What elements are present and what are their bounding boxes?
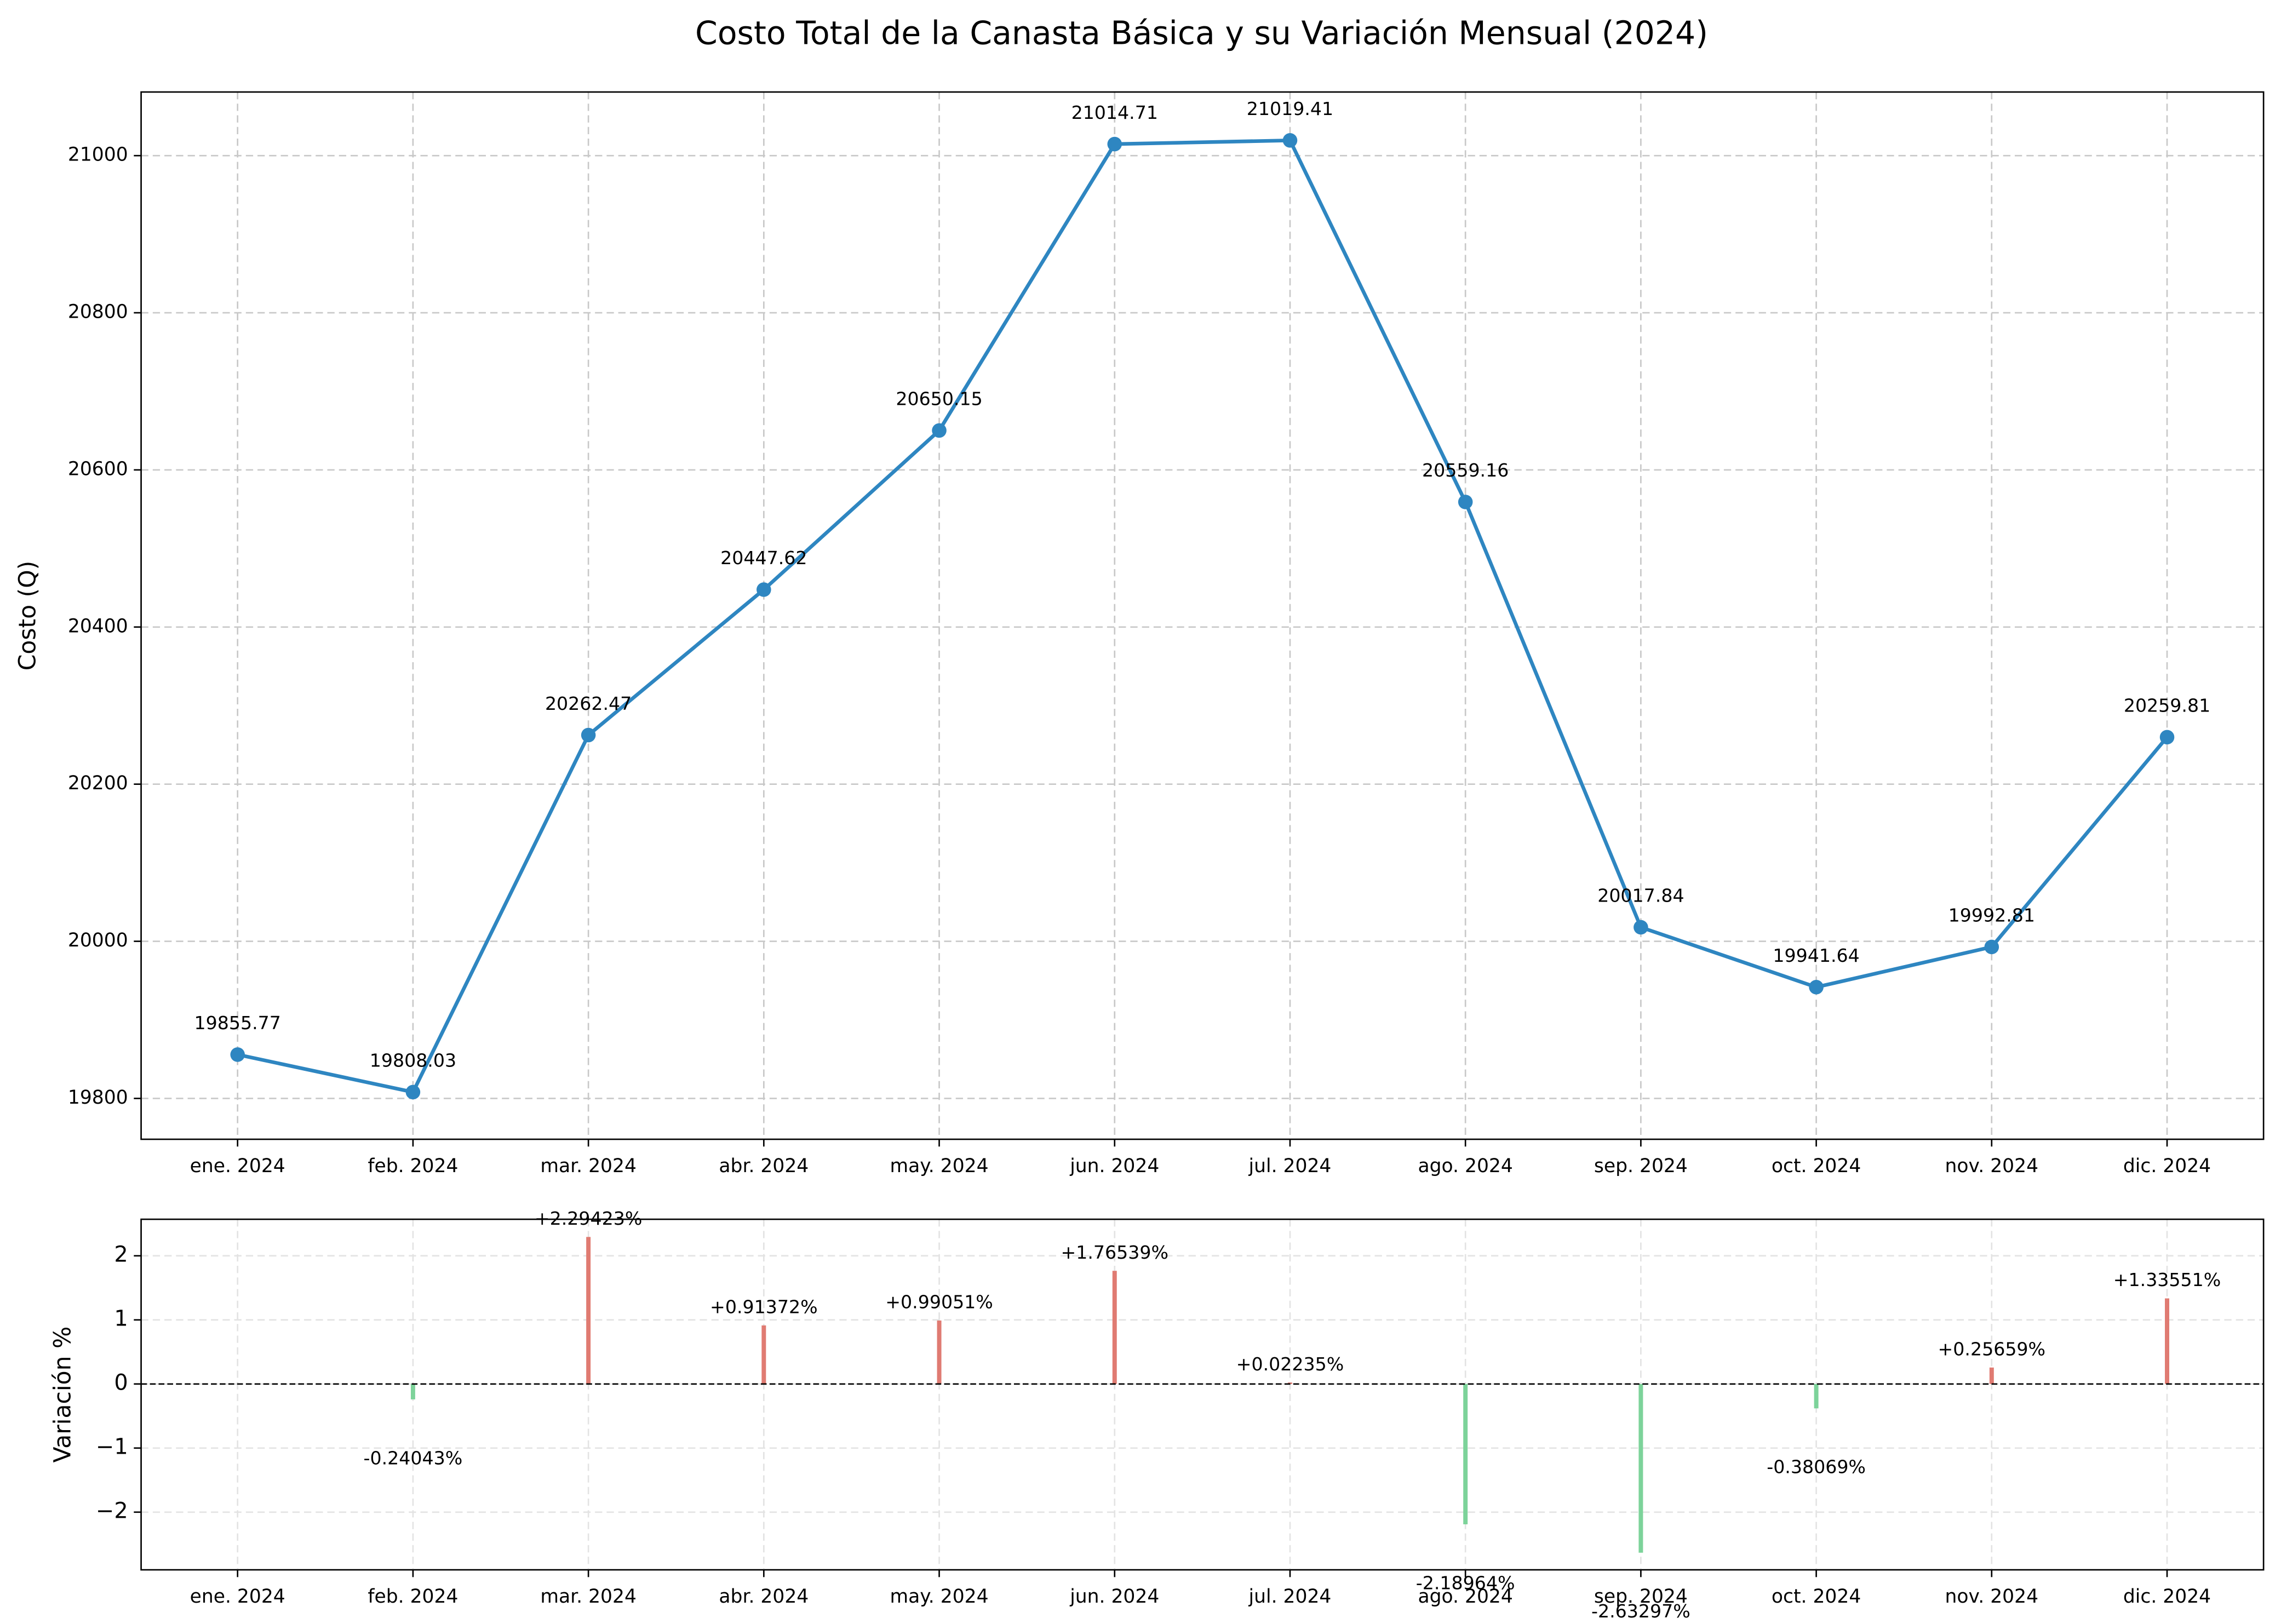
value-label: +1.76539% <box>1061 1242 1168 1263</box>
y-tick-label: 1 <box>114 1306 128 1331</box>
value-label: -0.24043% <box>364 1447 463 1468</box>
value-label: 19855.77 <box>194 1012 281 1034</box>
value-label: +0.91372% <box>710 1296 818 1317</box>
value-label: -0.38069% <box>1767 1456 1866 1478</box>
bar <box>2165 1298 2170 1384</box>
x-tick-label: sep. 2024 <box>1594 1155 1688 1177</box>
value-label: -2.18964% <box>1416 1572 1515 1593</box>
point <box>1107 136 1122 152</box>
y-tick-label: 20400 <box>68 615 128 637</box>
x-tick-label: dic. 2024 <box>2123 1155 2211 1177</box>
plot-frame <box>140 1218 2265 1571</box>
x-tick-label: oct. 2024 <box>1772 1586 1861 1608</box>
x-tick-label: abr. 2024 <box>719 1586 809 1608</box>
x-tick-label: jun. 2024 <box>1069 1155 1159 1177</box>
x-tick-label: abr. 2024 <box>719 1155 809 1177</box>
point <box>1458 495 1473 509</box>
value-label: 19808.03 <box>370 1050 456 1071</box>
y-axis-label: Costo (Q) <box>15 561 42 670</box>
y-tick-label: 21000 <box>68 144 128 166</box>
point <box>2159 730 2175 745</box>
point <box>1634 920 1648 935</box>
x-tick-label: nov. 2024 <box>1945 1155 2039 1177</box>
value-label: +0.99051% <box>885 1292 993 1313</box>
x-tick-label: feb. 2024 <box>368 1586 458 1608</box>
value-label: 21019.41 <box>1247 98 1333 119</box>
bar <box>1989 1367 1994 1384</box>
x-tick-label: may. 2024 <box>890 1155 989 1177</box>
y-tick-label: 2 <box>114 1242 128 1267</box>
bar <box>410 1384 415 1399</box>
value-label: 20447.62 <box>720 547 807 569</box>
y-tick-label: 20000 <box>68 929 128 951</box>
point <box>756 582 771 597</box>
x-tick-label: feb. 2024 <box>368 1155 458 1177</box>
plot-frame <box>140 91 2265 1140</box>
point <box>581 727 596 743</box>
point <box>932 423 947 438</box>
x-tick-label: oct. 2024 <box>1772 1155 1861 1177</box>
y-tick-label: 19800 <box>68 1087 128 1109</box>
bar <box>761 1325 766 1384</box>
point <box>1282 133 1298 148</box>
point <box>405 1084 421 1100</box>
point <box>230 1047 245 1062</box>
y-tick-label: 20600 <box>68 458 128 480</box>
value-label: 19992.81 <box>1948 905 2035 926</box>
value-label: -2.63297% <box>1591 1600 1690 1622</box>
x-tick-label: ago. 2024 <box>1418 1155 1512 1177</box>
line <box>237 138 2169 1094</box>
value-label: +2.29423% <box>535 1208 643 1229</box>
x-tick-label: sep. 2024 <box>1594 1586 1688 1608</box>
value-label: 19941.64 <box>1773 945 1859 966</box>
x-tick-label: jul. 2024 <box>1248 1155 1332 1177</box>
bar <box>586 1237 591 1384</box>
value-label: 21014.71 <box>1071 102 1158 123</box>
x-tick-label: ago. 2024 <box>1418 1586 1512 1608</box>
y-tick-label: −2 <box>96 1498 128 1523</box>
bar <box>937 1320 942 1384</box>
value-label: 20559.16 <box>1422 460 1509 481</box>
point <box>1809 979 1824 995</box>
bar <box>1112 1271 1117 1384</box>
y-tick-label: −1 <box>96 1434 128 1459</box>
x-tick-label: mar. 2024 <box>540 1155 637 1177</box>
value-label: 20017.84 <box>1597 885 1684 906</box>
x-tick-label: jun. 2024 <box>1069 1586 1159 1608</box>
bar <box>1638 1384 1643 1553</box>
bar <box>1814 1384 1819 1409</box>
value-label: +0.25659% <box>1938 1338 2046 1359</box>
bar <box>1463 1384 1468 1524</box>
x-tick-label: mar. 2024 <box>540 1586 637 1608</box>
point <box>1984 939 1999 955</box>
value-label: 20262.47 <box>545 693 632 714</box>
value-label: 20650.15 <box>896 388 982 410</box>
y-tick-label: 20800 <box>68 301 128 323</box>
value-label: 20259.81 <box>2124 695 2210 716</box>
x-tick-label: may. 2024 <box>890 1586 989 1608</box>
value-label: +1.33551% <box>2113 1269 2221 1290</box>
x-tick-label: ene. 2024 <box>190 1155 285 1177</box>
x-tick-label: nov. 2024 <box>1945 1586 2039 1608</box>
x-tick-label: dic. 2024 <box>2123 1586 2211 1608</box>
y-axis-label: Variación % <box>49 1327 76 1463</box>
y-tick-label: 20200 <box>68 772 128 794</box>
x-tick-label: jul. 2024 <box>1248 1586 1332 1608</box>
chart-title: Costo Total de la Canasta Básica y su Va… <box>695 15 1708 52</box>
y-tick-label: 0 <box>114 1370 128 1395</box>
value-label: +0.02235% <box>1236 1353 1344 1375</box>
x-tick-label: ene. 2024 <box>190 1586 285 1608</box>
